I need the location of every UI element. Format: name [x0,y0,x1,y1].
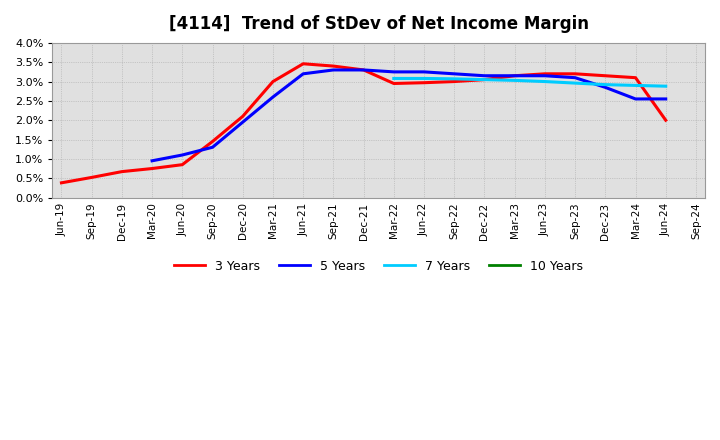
Title: [4114]  Trend of StDev of Net Income Margin: [4114] Trend of StDev of Net Income Marg… [168,15,589,33]
Legend: 3 Years, 5 Years, 7 Years, 10 Years: 3 Years, 5 Years, 7 Years, 10 Years [169,255,588,278]
